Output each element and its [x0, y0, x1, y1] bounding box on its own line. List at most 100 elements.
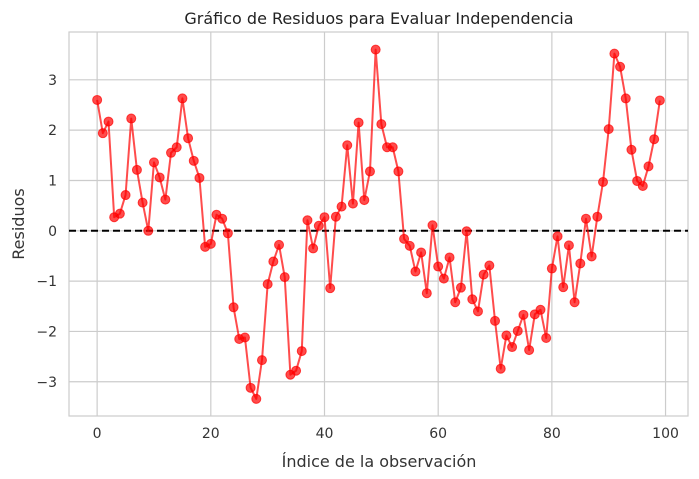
data-point — [461, 226, 472, 237]
data-point — [313, 220, 324, 231]
y-tick-label: 1 — [48, 173, 57, 189]
data-point — [330, 211, 341, 222]
y-tick-label: −3 — [36, 375, 57, 391]
data-point — [450, 297, 461, 308]
data-point — [114, 208, 125, 219]
data-point — [399, 233, 410, 244]
data-point — [455, 282, 466, 293]
data-point — [126, 113, 137, 124]
data-point — [575, 258, 586, 269]
data-point — [154, 172, 165, 183]
data-point — [495, 363, 506, 374]
data-point — [410, 266, 421, 277]
data-point — [177, 93, 188, 104]
data-point — [256, 355, 267, 366]
series-layer — [92, 44, 665, 404]
data-point — [563, 240, 574, 251]
data-point — [228, 302, 239, 313]
data-point — [541, 332, 552, 343]
data-point — [427, 220, 438, 231]
data-point — [620, 93, 631, 104]
data-point — [478, 269, 489, 280]
data-point — [501, 330, 512, 341]
data-point — [552, 231, 563, 242]
data-point — [353, 117, 364, 128]
data-point — [364, 166, 375, 177]
data-point — [217, 213, 228, 224]
data-point — [444, 252, 455, 263]
data-point — [512, 325, 523, 336]
y-tick-label: 2 — [48, 123, 57, 139]
data-point — [558, 282, 569, 293]
data-point — [205, 238, 216, 249]
data-point — [393, 166, 404, 177]
data-point — [131, 164, 142, 175]
data-point — [194, 172, 205, 183]
data-point — [433, 261, 444, 272]
data-point — [103, 116, 114, 127]
x-axis-title: Índice de la observación — [282, 452, 477, 471]
data-point — [342, 140, 353, 151]
data-point — [416, 247, 427, 258]
data-point — [546, 263, 557, 274]
data-point — [325, 283, 336, 294]
x-tick-label: 0 — [93, 426, 102, 442]
data-point — [262, 279, 273, 290]
y-tick-labels: −3 −2 −1 0 1 2 3 — [36, 73, 57, 391]
x-tick-label: 40 — [316, 426, 334, 442]
data-point — [524, 345, 535, 356]
data-point — [160, 194, 171, 205]
data-point — [626, 144, 637, 155]
x-tick-labels: 0 20 40 60 80 100 — [93, 426, 679, 442]
data-point — [143, 225, 154, 236]
data-point — [615, 61, 626, 72]
data-point — [387, 142, 398, 153]
data-point — [274, 239, 285, 250]
data-point — [580, 213, 591, 224]
y-tick-label: 0 — [48, 224, 57, 240]
plot-frame — [68, 31, 689, 417]
data-point — [347, 198, 358, 209]
y-tick-label: −2 — [36, 324, 57, 340]
x-tick-label: 60 — [429, 426, 447, 442]
data-point — [370, 44, 381, 55]
data-point — [438, 273, 449, 284]
data-point — [97, 128, 108, 139]
y-axis-title: Residuos — [9, 188, 28, 259]
data-point — [490, 315, 501, 326]
data-point — [421, 288, 432, 299]
data-point — [296, 346, 307, 357]
data-point — [592, 211, 603, 222]
data-point — [171, 142, 182, 153]
data-point — [279, 272, 290, 283]
data-point — [603, 124, 614, 135]
data-point — [507, 342, 518, 353]
data-point — [609, 48, 620, 59]
data-point — [302, 215, 313, 226]
x-tick-label: 80 — [543, 426, 561, 442]
data-point — [188, 155, 199, 166]
data-point — [484, 260, 495, 271]
data-point — [291, 365, 302, 376]
chart-title: Gráfico de Residuos para Evaluar Indepen… — [184, 9, 573, 28]
data-point — [319, 212, 330, 223]
data-point — [92, 94, 103, 105]
data-point — [535, 304, 546, 315]
data-point — [649, 134, 660, 145]
data-point — [472, 306, 483, 317]
data-point — [518, 309, 529, 320]
data-point — [120, 190, 131, 201]
data-point — [183, 133, 194, 144]
data-point — [359, 195, 370, 206]
data-point — [137, 197, 148, 208]
data-point — [586, 251, 597, 262]
data-point — [148, 157, 159, 168]
data-point — [336, 201, 347, 212]
data-point — [245, 382, 256, 393]
data-point — [268, 256, 279, 267]
data-point — [222, 228, 233, 239]
data-point — [251, 393, 262, 404]
data-point — [404, 240, 415, 251]
